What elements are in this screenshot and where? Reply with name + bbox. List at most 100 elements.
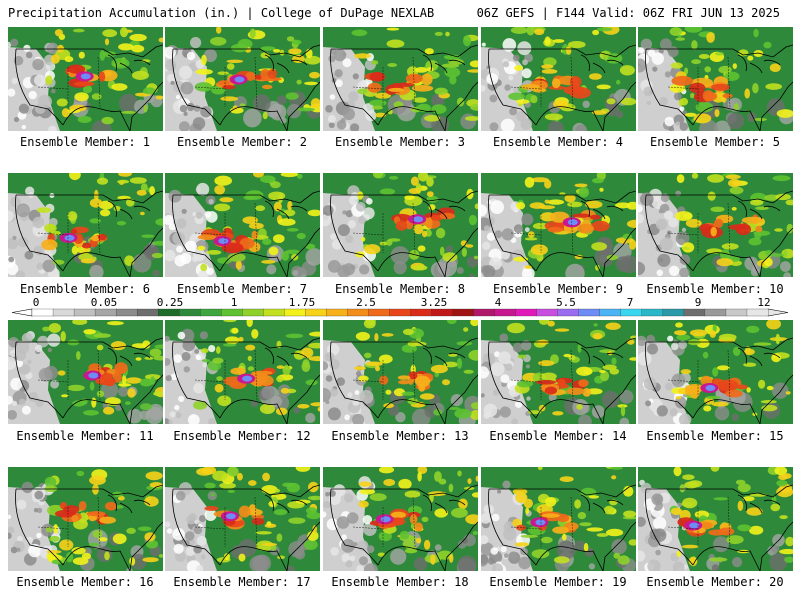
map-svg	[481, 320, 636, 424]
map-svg	[8, 27, 163, 131]
map-svg	[638, 467, 793, 571]
member-label: Ensemble Member: 13	[331, 429, 469, 443]
colorbar-swatch	[115, 308, 138, 317]
colorbar-swatch	[683, 308, 706, 317]
run-info: 06Z GEFS | F144 Valid: 06Z FRI JUN 13 20…	[476, 6, 780, 20]
member-label: Ensemble Member: 14	[489, 429, 627, 443]
map-svg	[638, 27, 793, 131]
colorbar-swatch	[494, 308, 517, 317]
colorbar-swatch	[242, 308, 264, 317]
colorbar-swatch	[263, 308, 285, 317]
map-svg	[481, 27, 636, 131]
map-svg	[638, 320, 793, 424]
colorbar-swatch	[536, 308, 559, 317]
colorbar-swatch	[620, 308, 643, 317]
colorbar-tick-label: 0.05	[91, 296, 118, 309]
colorbar-tick-label: 5.5	[556, 296, 576, 309]
ensemble-map-5	[638, 27, 793, 131]
map-svg	[8, 173, 163, 277]
ensemble-map-12	[165, 320, 320, 424]
colorbar-tick-label: 2.5	[356, 296, 376, 309]
ensemble-map-14	[481, 320, 636, 424]
map-svg	[165, 467, 320, 571]
colorbar-swatch	[662, 308, 685, 317]
colorbar-swatch	[515, 308, 538, 317]
ensemble-map-19	[481, 467, 636, 571]
member-label: Ensemble Member: 10	[646, 282, 784, 296]
colorbar-swatch	[347, 308, 370, 317]
colorbar-swatch	[136, 308, 159, 317]
colorbar-swatch	[52, 308, 75, 317]
member-label: Ensemble Member: 11	[16, 429, 154, 443]
colorbar-tick-label: 12	[757, 296, 770, 309]
colorbar-swatch	[221, 308, 243, 317]
member-label: Ensemble Member: 8	[334, 282, 466, 296]
member-label: Ensemble Member: 9	[492, 282, 624, 296]
map-svg	[481, 173, 636, 277]
ensemble-map-16	[8, 467, 163, 571]
ensemble-map-13	[323, 320, 478, 424]
ensemble-map-17	[165, 467, 320, 571]
colorbar-swatch	[73, 308, 96, 317]
colorbar-swatch	[305, 308, 328, 317]
member-label: Ensemble Member: 19	[489, 575, 627, 589]
ensemble-map-10	[638, 173, 793, 277]
colorbar-right-arrow	[767, 308, 789, 317]
member-label: Ensemble Member: 3	[334, 135, 466, 149]
map-svg	[323, 173, 478, 277]
colorbar-swatch	[473, 308, 496, 317]
member-label: Ensemble Member: 12	[173, 429, 311, 443]
map-svg	[8, 320, 163, 424]
ensemble-map-4	[481, 27, 636, 131]
colorbar-swatch	[431, 308, 454, 317]
member-label: Ensemble Member: 20	[646, 575, 784, 589]
colorbar-swatch	[179, 308, 201, 317]
member-label: Ensemble Member: 16	[16, 575, 154, 589]
member-label: Ensemble Member: 15	[646, 429, 784, 443]
colorbar-swatch	[557, 308, 580, 317]
map-svg	[165, 27, 320, 131]
map-svg	[165, 173, 320, 277]
colorbar-tick-label: 0.25	[157, 296, 184, 309]
colorbar-swatch	[326, 308, 349, 317]
colorbar-left-arrow	[11, 308, 33, 317]
colorbar-tick-label: 1	[231, 296, 238, 309]
colorbar-swatch	[368, 308, 391, 317]
colorbar-tick-label: 9	[695, 296, 702, 309]
member-label: Ensemble Member: 6	[19, 282, 151, 296]
map-svg	[165, 320, 320, 424]
map-svg	[481, 467, 636, 571]
map-svg	[323, 320, 478, 424]
map-svg	[8, 467, 163, 571]
colorbar-swatch	[94, 308, 117, 317]
ensemble-map-1	[8, 27, 163, 131]
colorbar-swatch	[389, 308, 412, 317]
colorbar-tick-label: 3.25	[421, 296, 448, 309]
colorbar-swatch	[578, 308, 601, 317]
ensemble-map-18	[323, 467, 478, 571]
ensemble-map-9	[481, 173, 636, 277]
ensemble-map-3	[323, 27, 478, 131]
colorbar-swatch	[158, 308, 180, 317]
ensemble-map-7	[165, 173, 320, 277]
ensemble-map-6	[8, 173, 163, 277]
ensemble-map-20	[638, 467, 793, 571]
member-label: Ensemble Member: 5	[649, 135, 781, 149]
member-label: Ensemble Member: 4	[492, 135, 624, 149]
member-label: Ensemble Member: 7	[176, 282, 308, 296]
colorbar-swatch	[704, 308, 727, 317]
colorbar-swatch	[452, 308, 475, 317]
member-label: Ensemble Member: 2	[176, 135, 308, 149]
member-label: Ensemble Member: 17	[173, 575, 311, 589]
map-svg	[638, 173, 793, 277]
ensemble-map-2	[165, 27, 320, 131]
colorbar-swatch	[410, 308, 433, 317]
map-svg	[323, 27, 478, 131]
colorbar-swatch	[31, 308, 54, 317]
colorbar-tick-label: 7	[627, 296, 634, 309]
map-svg	[323, 467, 478, 571]
colorbar-tick-label: 4	[495, 296, 502, 309]
color-scale-bar: 0 0.05 0.25 1 1.75 2.5 3.25 4 5.5 7 9 12	[11, 296, 789, 317]
chart-title: Precipitation Accumulation (in.) | Colle…	[8, 6, 435, 20]
member-label: Ensemble Member: 18	[331, 575, 469, 589]
